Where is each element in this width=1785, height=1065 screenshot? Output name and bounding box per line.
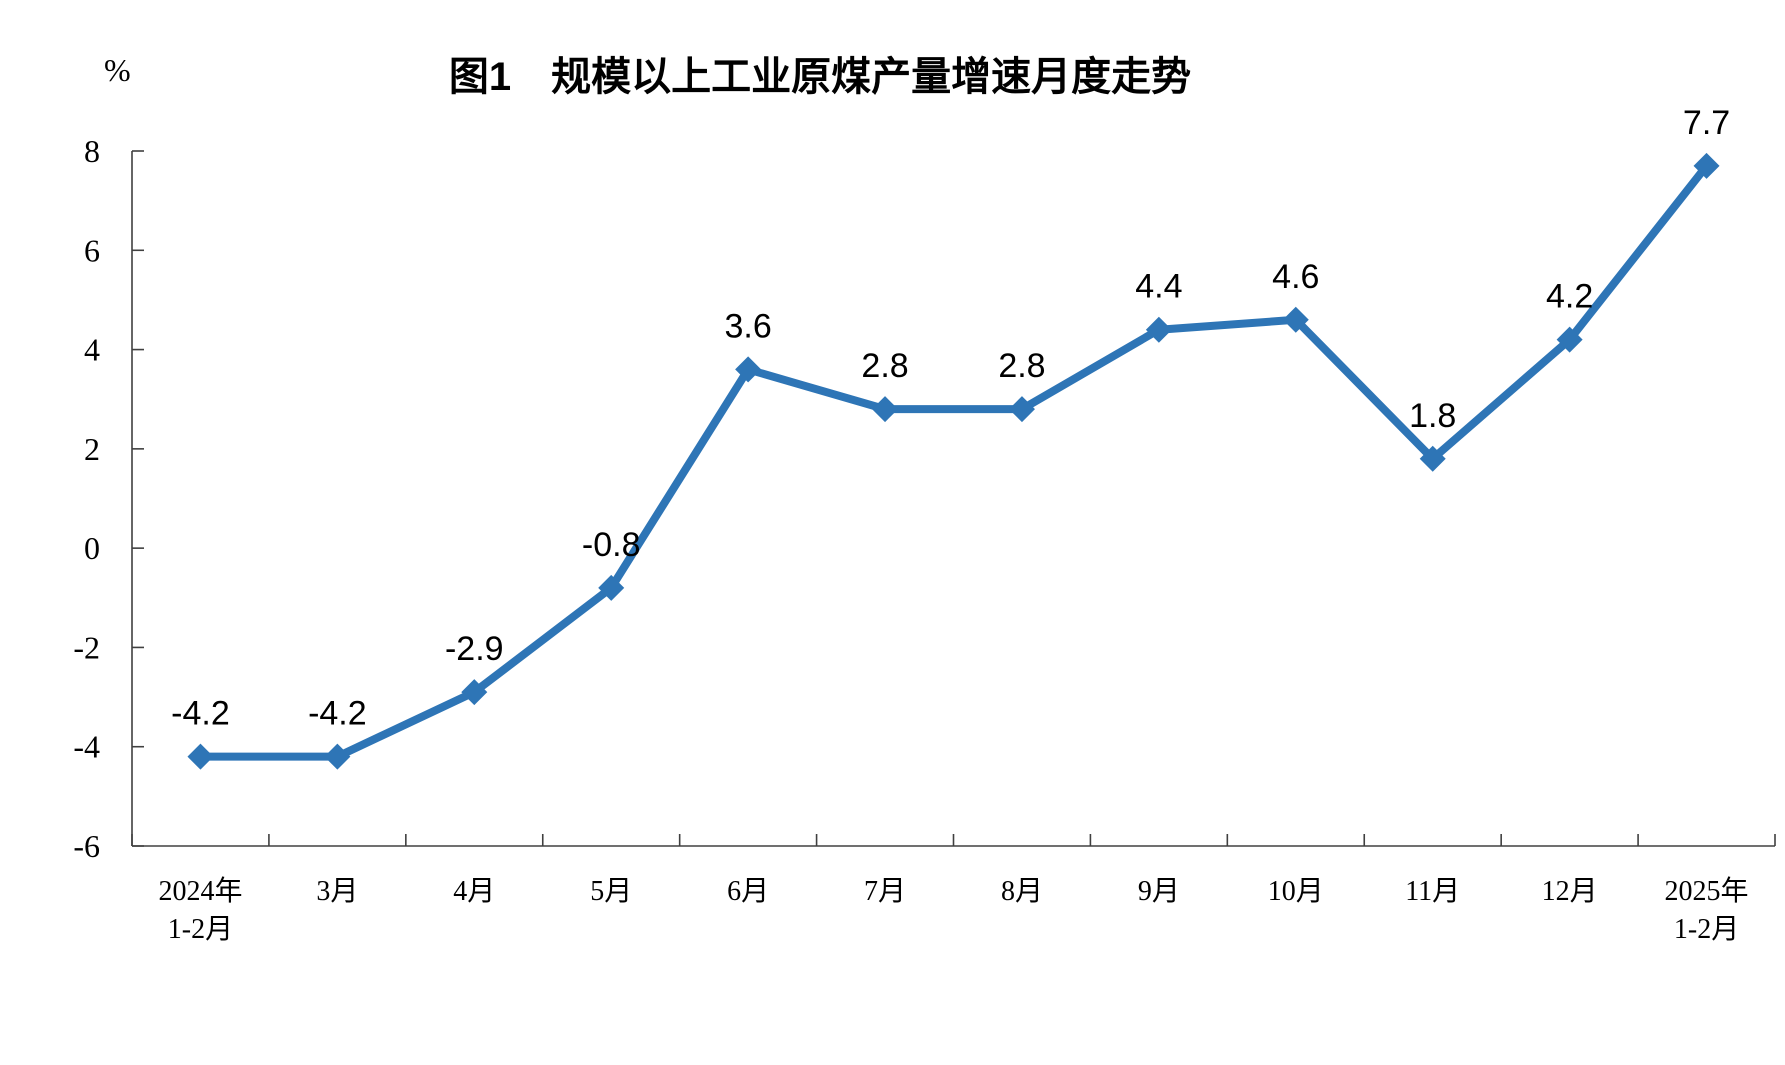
data-point-label: -4.2 [308,695,367,733]
x-tick-label: 12月 [1542,876,1598,907]
x-tick-label: 2024年 [158,875,242,907]
y-tick-label: 6 [84,232,100,268]
data-point-label: 1.8 [1409,397,1456,435]
data-point-marker [187,743,214,770]
x-axis: 2024年 1-2月 3月 4月 5月 6月 7月 8月 9月 10月 11月 12月 2025年 1-2… [131,834,1776,945]
x-tick-label: 5月 [590,876,632,907]
y-tick-label: -2 [73,629,100,665]
data-point-label: 2.8 [998,347,1045,385]
y-tick-label: 2 [84,431,100,467]
x-tick-label: 7月 [864,876,906,907]
y-axis: 8 6 4 2 0 -2 -4 -6 [73,133,144,864]
x-tick-label: 9月 [1138,876,1180,907]
x-tick-label: 2025年 [1665,875,1749,907]
data-point-marker [598,574,625,601]
y-tick-label: -6 [73,828,100,864]
x-tick-label: 11月 [1405,876,1460,907]
data-series: -4.2 -4.2 -2.9 -0.8 3.6 2.8 2.8 4.4 4.6 1.8 4.2 7.7 [171,104,1730,770]
x-tick-label: 6月 [727,876,769,907]
y-tick-label: 0 [84,530,100,566]
y-tick-label: -4 [73,729,100,765]
chart-title: 图1 规模以上工业原煤产量增速月度走势 [448,55,1192,99]
data-point-marker [872,396,899,423]
x-tick-label: 3月 [316,876,358,907]
data-point-marker [1145,316,1172,343]
x-tick-label: 1-2月 [168,914,233,945]
data-point-marker [1008,396,1035,423]
data-point-label: 4.6 [1272,258,1319,296]
data-point-marker [1282,306,1309,333]
data-point-marker [461,679,488,706]
data-point-label: 2.8 [861,347,908,385]
x-tick-label: 10月 [1268,876,1324,907]
data-point-marker [1419,445,1446,472]
data-point-label: -2.9 [445,630,504,668]
data-point-label: -4.2 [171,695,230,733]
data-point-label: 3.6 [724,307,771,345]
y-tick-label: 8 [84,133,100,169]
data-point-marker [324,743,351,770]
data-point-label: 4.2 [1546,278,1593,316]
data-point-marker [735,356,762,383]
data-point-marker [1556,326,1583,353]
x-tick-label: 8月 [1001,876,1043,907]
data-point-label: 7.7 [1683,104,1730,142]
y-tick-label: 4 [84,332,100,368]
data-point-marker [1693,152,1720,179]
data-point-label: 4.4 [1135,268,1182,306]
data-point-label: -0.8 [582,526,641,564]
y-axis-unit-label: % [104,52,131,88]
data-series-line [196,161,1711,761]
x-tick-label: 4月 [453,876,495,907]
x-tick-label: 1-2月 [1674,914,1739,945]
